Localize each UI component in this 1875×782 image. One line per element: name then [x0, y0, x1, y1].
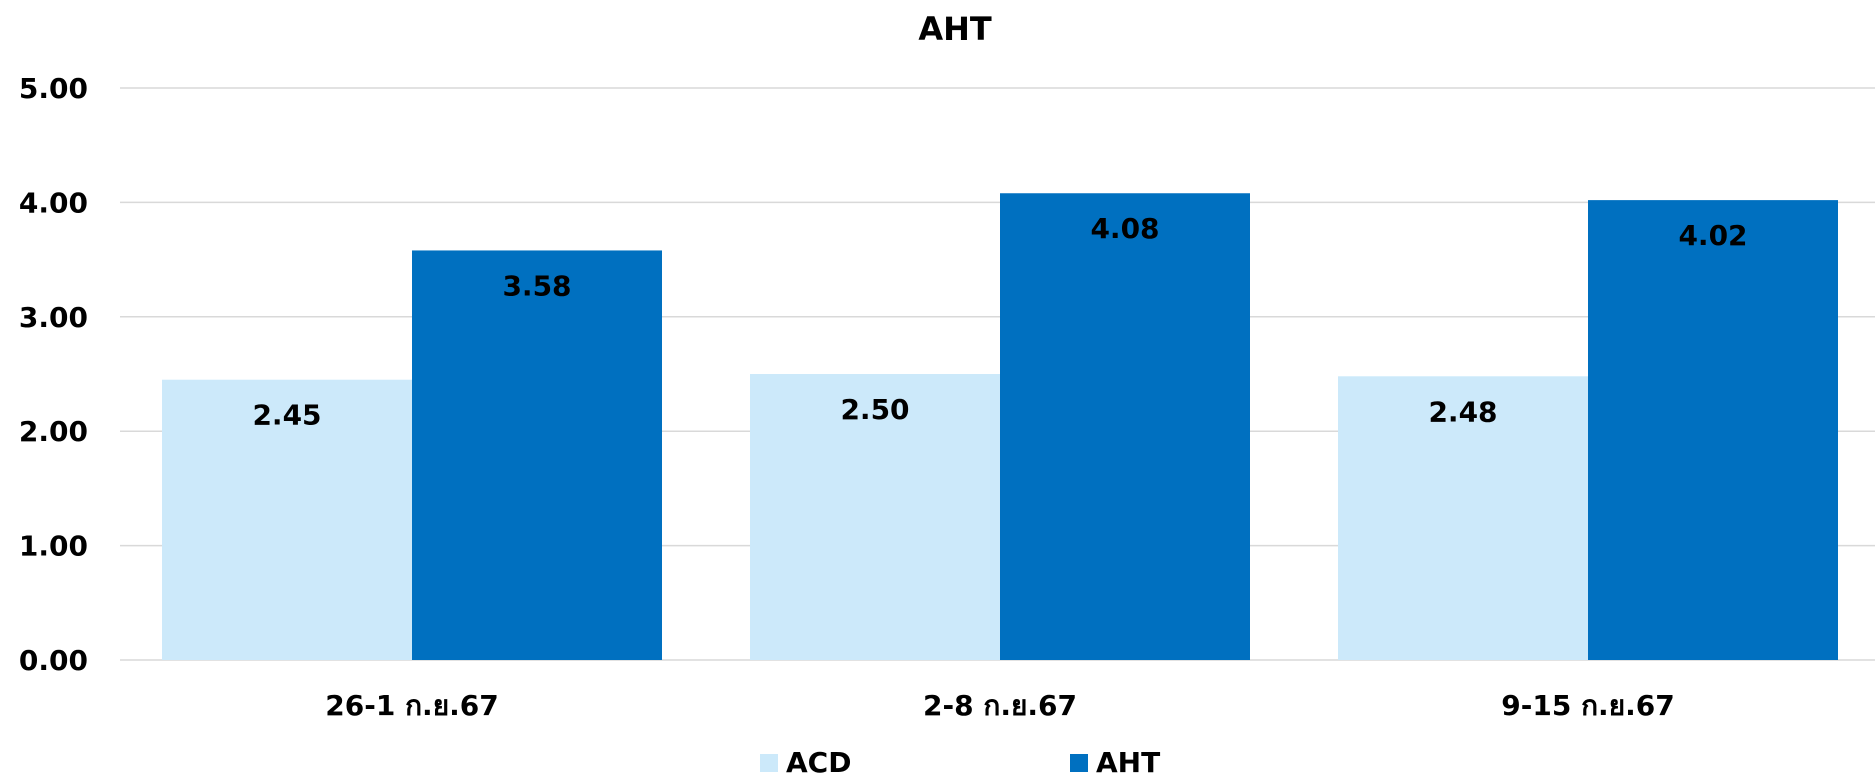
- y-tick-label: 1.00: [19, 530, 88, 563]
- x-tick-label: 9-15 ก.ย.67: [1501, 689, 1674, 722]
- legend-swatch-acd: [760, 754, 778, 772]
- bars: [162, 193, 1838, 661]
- bar-acd: [1338, 376, 1588, 660]
- y-tick-label: 2.00: [19, 415, 88, 448]
- data-labels: 2.45 3.58 2.50 4.08 2.48 4.02: [252, 212, 1747, 431]
- x-tick-label: 2-8 ก.ย.67: [923, 689, 1077, 722]
- bar-aht: [1000, 193, 1250, 661]
- data-label: 2.45: [252, 399, 321, 432]
- data-label: 3.58: [502, 269, 571, 302]
- data-label: 4.08: [1090, 212, 1159, 245]
- data-label: 2.48: [1428, 395, 1497, 428]
- y-tick-label: 0.00: [19, 644, 88, 677]
- chart-title: AHT: [918, 10, 992, 48]
- y-tick-label: 3.00: [19, 301, 88, 334]
- y-tick-label: 4.00: [19, 186, 88, 219]
- legend-label-aht: AHT: [1096, 746, 1160, 778]
- legend: ACD AHT: [760, 746, 1160, 779]
- x-tick-label: 26-1 ก.ย.67: [325, 689, 498, 722]
- bar-acd: [162, 379, 412, 660]
- legend-label-acd: ACD: [786, 746, 851, 778]
- data-label: 4.02: [1678, 219, 1747, 252]
- y-tick-label: 5.00: [19, 72, 88, 105]
- data-label: 2.50: [840, 393, 909, 426]
- x-axis-tick-labels: 26-1 ก.ย.67 2-8 ก.ย.67 9-15 ก.ย.67: [325, 689, 1674, 722]
- bar-aht: [1588, 200, 1838, 660]
- bar-aht: [412, 250, 662, 660]
- y-axis-tick-labels: 0.00 1.00 2.00 3.00 4.00 5.00: [19, 72, 88, 677]
- bar-acd: [750, 374, 1000, 660]
- legend-swatch-aht: [1070, 754, 1088, 772]
